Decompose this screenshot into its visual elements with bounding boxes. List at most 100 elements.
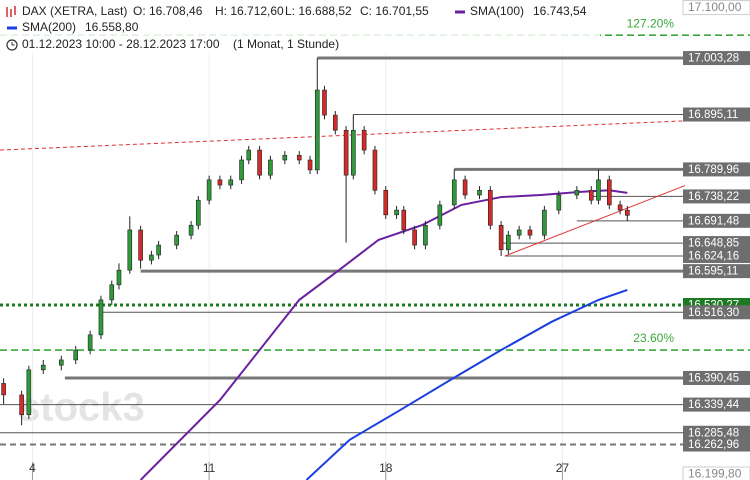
- legend-value: 16.558,80: [85, 20, 139, 34]
- candle-body: [314, 89, 320, 171]
- candle-body: [206, 179, 212, 201]
- candle-body: [617, 204, 623, 211]
- candle-body: [451, 179, 457, 206]
- trendline: [504, 185, 686, 257]
- candle-body: [174, 234, 179, 246]
- trendline: [0, 120, 686, 151]
- ohlc-close: C: 16.701,55: [360, 4, 429, 18]
- level-box: [683, 162, 750, 177]
- fib-label: 23.60%: [633, 331, 674, 345]
- level-label: 16.285,48: [688, 427, 739, 439]
- period: (1 Monat, 1 Stunde): [233, 37, 339, 51]
- level-label: 16.390,45: [688, 373, 739, 385]
- level-box: [683, 397, 750, 412]
- candle-body: [343, 129, 349, 176]
- candle-body: [423, 224, 428, 246]
- level-box: [683, 213, 750, 228]
- x-tick-label: 18: [379, 461, 393, 475]
- candle-body: [412, 229, 417, 246]
- candle-body: [588, 189, 594, 201]
- candle-body: [361, 129, 367, 151]
- price-axis: 17.003,28 16.895,11 16.789,96 16.738,22 16.6…: [682, 0, 750, 480]
- level-label: 16.624,16: [688, 250, 739, 262]
- range-icon: [6, 39, 18, 51]
- candle-body: [268, 159, 273, 176]
- candle-body: [217, 179, 223, 186]
- level-label: 16.595,11: [688, 266, 738, 278]
- level-label: 16.262,96: [688, 439, 739, 451]
- level-label: 16.691,48: [688, 215, 739, 227]
- level-box: [683, 264, 750, 279]
- ohlc-high: H: 16.712,60: [215, 4, 284, 18]
- level-box: [683, 437, 750, 452]
- candle-body: [351, 129, 356, 176]
- candle-body: [1, 383, 6, 396]
- y-tick-box: [682, 466, 750, 480]
- candle-body: [462, 179, 468, 196]
- candle-body: [228, 179, 234, 186]
- candle-body: [296, 155, 302, 161]
- level-label: 16.895,11: [688, 109, 738, 121]
- candle-body: [401, 209, 407, 231]
- level-label: 16.738,22: [688, 191, 739, 203]
- x-tick-label: 27: [556, 461, 570, 475]
- fib-label: 127.20%: [627, 16, 675, 30]
- level-box: [683, 107, 750, 122]
- candle-body: [87, 334, 93, 351]
- candle-body: [488, 189, 493, 226]
- candle-body: [98, 299, 104, 336]
- candle-body: [307, 159, 313, 171]
- legend-value: 16.743,54: [533, 4, 587, 18]
- candle-body: [322, 89, 327, 116]
- candle-body: [58, 359, 64, 366]
- candle-body: [73, 349, 79, 361]
- candle-body: [516, 229, 522, 236]
- candle-body: [542, 209, 547, 236]
- header: DAX (XETRA, Last) O: 16.708,46 H: 16.712…: [0, 0, 600, 54]
- candle-body: [574, 189, 580, 196]
- candle-body: [383, 189, 389, 216]
- legend-name: SMA(200): [22, 20, 76, 34]
- candle-body: [127, 229, 133, 271]
- sma-line: [305, 289, 628, 480]
- candle-body: [394, 209, 399, 216]
- date-range: 01.12.2023 10:00 - 28.12.2023 17:00: [22, 37, 220, 51]
- candle-body: [19, 394, 24, 416]
- ohlc-low: L: 16.688,52: [285, 4, 352, 18]
- candle-body: [332, 114, 338, 131]
- candle-body: [40, 364, 46, 371]
- candle-body: [437, 204, 443, 226]
- candle-body: [606, 179, 612, 206]
- level-label: 16.789,96: [688, 164, 739, 176]
- candle-body: [26, 369, 32, 416]
- candle-body: [372, 149, 378, 191]
- candle-body: [282, 155, 288, 161]
- level-label: 16.516,30: [688, 307, 739, 319]
- level-box: [683, 305, 750, 320]
- candle-body: [239, 159, 244, 181]
- x-tick-label: 11: [203, 461, 216, 475]
- candle-body: [246, 149, 252, 161]
- candle-body: [477, 189, 482, 196]
- candle-body: [596, 179, 601, 201]
- level-box: [683, 425, 750, 440]
- candle-body: [149, 254, 154, 261]
- candle-body: [556, 194, 562, 211]
- candle-body: [195, 199, 201, 226]
- candle-body: [109, 284, 115, 301]
- candle-body: [498, 224, 504, 251]
- candle-body: [257, 149, 262, 176]
- header-bg: [0, 0, 600, 54]
- y-tick-label: 16.199,80: [688, 467, 742, 480]
- candle-body: [116, 269, 122, 286]
- ohlc-open: O: 16.708,46: [133, 4, 203, 18]
- x-tick-label: 4: [29, 461, 36, 475]
- y-tick-box: [682, 0, 750, 16]
- level-label: 17.003,28: [688, 53, 739, 65]
- level-box: [683, 189, 750, 204]
- level-box: [683, 370, 750, 385]
- candle-body: [506, 234, 511, 251]
